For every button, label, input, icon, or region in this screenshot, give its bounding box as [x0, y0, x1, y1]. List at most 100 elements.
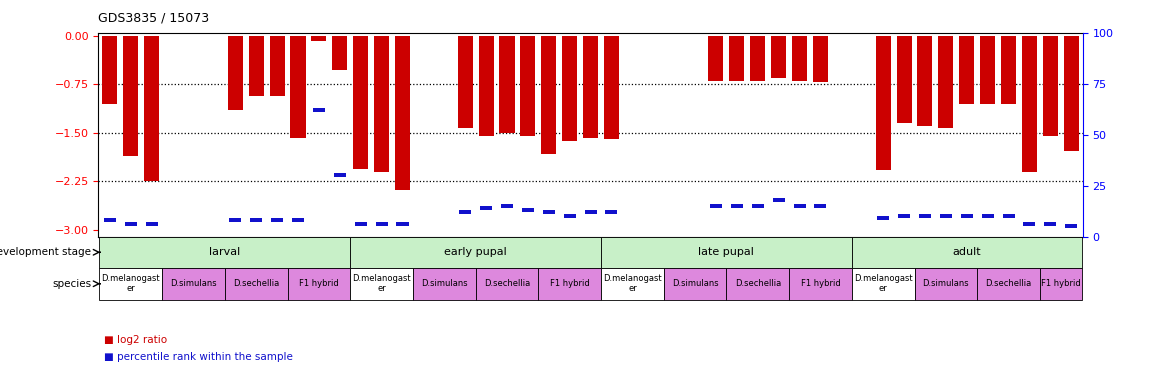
Bar [249, 36, 264, 96]
Bar [125, 222, 137, 226]
Bar [606, 210, 617, 214]
Bar [229, 218, 241, 222]
Text: D.melanogast
er: D.melanogast er [853, 275, 913, 293]
Bar [938, 36, 953, 128]
Bar [1001, 36, 1016, 104]
Text: D.sechellia: D.sechellia [484, 279, 530, 288]
Bar [1043, 36, 1058, 136]
Bar [564, 214, 576, 218]
Text: D.melanogast
er: D.melanogast er [603, 275, 661, 293]
Bar [104, 218, 116, 222]
Bar [543, 210, 555, 214]
Bar [940, 214, 952, 218]
Bar [350, 268, 413, 300]
Bar [228, 36, 243, 110]
Bar [977, 268, 1040, 300]
Bar [896, 36, 911, 123]
Text: species: species [52, 279, 91, 289]
Text: D.melanogast
er: D.melanogast er [352, 275, 411, 293]
Bar [291, 36, 306, 138]
Bar [271, 218, 283, 222]
Bar [813, 36, 828, 83]
Bar [961, 214, 973, 218]
Bar [562, 36, 577, 141]
Bar [312, 36, 327, 41]
Bar [522, 208, 534, 212]
Bar [100, 237, 350, 268]
Bar [585, 210, 596, 214]
Text: D.sechellia: D.sechellia [985, 279, 1032, 288]
Bar [499, 36, 514, 133]
Text: D.simulans: D.simulans [672, 279, 718, 288]
Text: late pupal: late pupal [698, 247, 754, 257]
Bar [520, 36, 535, 136]
Bar [541, 36, 556, 154]
Bar [814, 204, 827, 208]
Bar [334, 174, 346, 177]
Bar [123, 36, 138, 156]
Bar [917, 36, 932, 126]
Bar [584, 36, 598, 138]
Bar [709, 36, 724, 81]
Bar [750, 36, 765, 81]
Bar [313, 108, 325, 112]
Bar [1024, 222, 1035, 226]
Bar [100, 268, 162, 300]
Text: D.sechellia: D.sechellia [734, 279, 780, 288]
Text: D.melanogast
er: D.melanogast er [102, 275, 160, 293]
Text: F1 hybrid: F1 hybrid [299, 279, 339, 288]
Bar [899, 214, 910, 218]
Bar [919, 214, 931, 218]
Bar [982, 214, 994, 218]
Bar [460, 210, 471, 214]
Bar [146, 222, 157, 226]
Text: development stage: development stage [0, 247, 91, 257]
Bar [102, 36, 117, 104]
Text: D.simulans: D.simulans [923, 279, 969, 288]
Bar [1045, 222, 1056, 226]
Bar [225, 268, 287, 300]
Bar [915, 268, 977, 300]
Bar [287, 268, 350, 300]
Bar [501, 204, 513, 208]
Bar [1064, 36, 1079, 151]
Text: larval: larval [210, 247, 241, 257]
Bar [374, 36, 389, 172]
Bar [395, 36, 410, 190]
Bar [710, 204, 721, 208]
Bar [730, 36, 745, 81]
Bar [875, 36, 891, 170]
Text: early pupal: early pupal [445, 247, 507, 257]
Bar [877, 216, 889, 220]
Bar [852, 237, 1082, 268]
Bar [375, 222, 388, 226]
Bar [145, 36, 160, 182]
Bar [354, 222, 367, 226]
Bar [980, 36, 995, 104]
Bar [664, 268, 726, 300]
Bar [481, 206, 492, 210]
Bar [852, 268, 915, 300]
Bar [538, 268, 601, 300]
Text: D.sechellia: D.sechellia [233, 279, 279, 288]
Bar [601, 237, 852, 268]
Bar [752, 204, 764, 208]
Bar [250, 218, 262, 222]
Bar [792, 36, 807, 81]
Bar [726, 268, 789, 300]
Text: ■ log2 ratio: ■ log2 ratio [104, 335, 168, 345]
Bar [604, 36, 620, 139]
Text: D.simulans: D.simulans [170, 279, 217, 288]
Bar [396, 222, 409, 226]
Bar [1040, 268, 1082, 300]
Bar [771, 36, 786, 78]
Bar [457, 36, 472, 128]
Bar [476, 268, 538, 300]
Bar [793, 204, 806, 208]
Bar [413, 268, 476, 300]
Bar [731, 204, 743, 208]
Bar [332, 36, 347, 70]
Bar [789, 268, 852, 300]
Bar [270, 36, 285, 96]
Bar [1003, 214, 1014, 218]
